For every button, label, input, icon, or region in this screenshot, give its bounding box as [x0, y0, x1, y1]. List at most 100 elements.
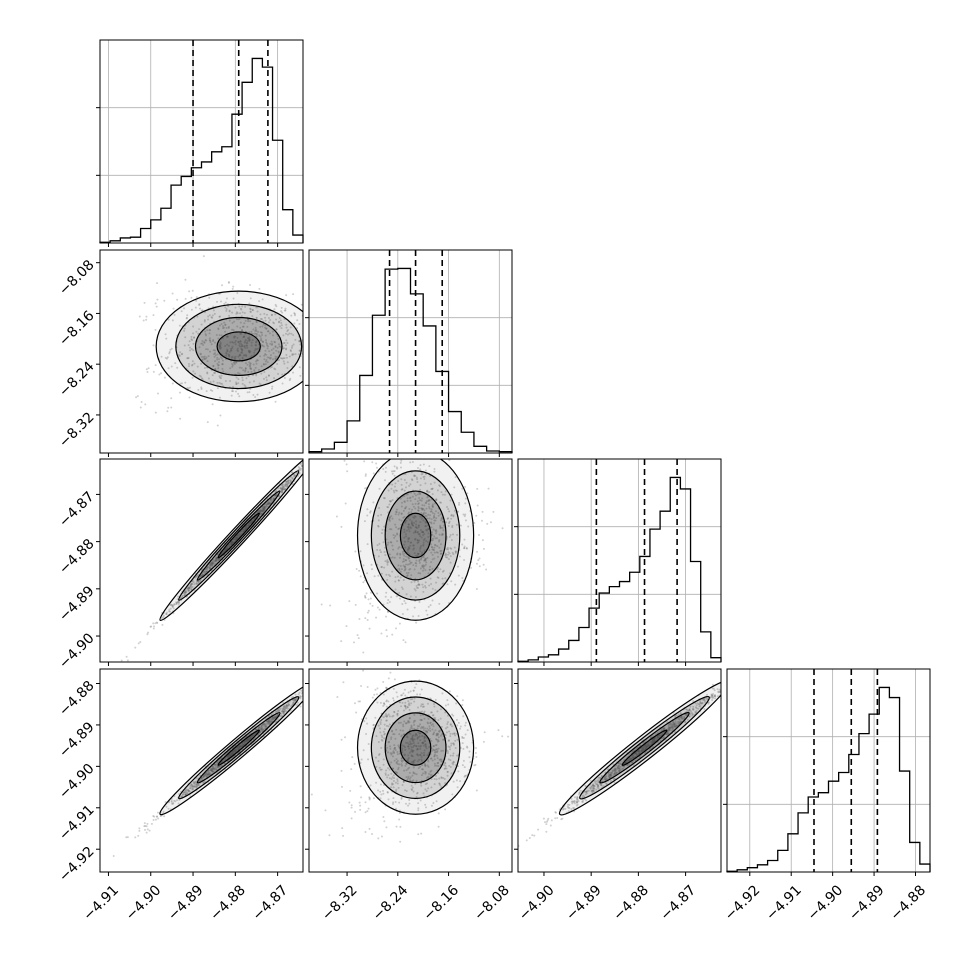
sample-point	[368, 797, 371, 800]
sample-point	[422, 741, 425, 744]
sample-point	[355, 711, 358, 714]
sample-point	[421, 530, 424, 533]
sample-point	[191, 363, 194, 366]
sample-point	[276, 363, 279, 366]
sample-point	[712, 696, 715, 699]
sample-point	[273, 494, 276, 497]
sample-point	[420, 782, 423, 785]
sample-point	[187, 363, 190, 366]
sample-point	[282, 710, 285, 713]
sample-point	[162, 810, 165, 813]
sample-point	[214, 360, 217, 363]
sample-point	[216, 387, 219, 390]
sample-point	[213, 763, 216, 766]
sample-point	[227, 545, 230, 548]
sample-point	[182, 793, 185, 796]
sample-point	[393, 710, 396, 713]
sample-point	[416, 539, 419, 542]
sample-point	[378, 506, 381, 509]
sample-point	[213, 353, 216, 356]
sample-point	[156, 811, 159, 814]
sample-point	[225, 335, 228, 338]
sample-point	[427, 787, 430, 790]
sample-point	[377, 519, 380, 522]
sample-point	[265, 353, 268, 356]
sample-point	[421, 531, 424, 534]
sample-point	[417, 507, 420, 510]
sample-point	[416, 466, 419, 469]
sample-point	[156, 282, 159, 285]
sample-point	[475, 789, 478, 792]
sample-point	[405, 529, 408, 532]
sample-point	[395, 771, 398, 774]
sample-point	[435, 744, 438, 747]
sample-point	[423, 751, 426, 754]
sample-point	[416, 748, 419, 751]
sample-point	[262, 505, 265, 508]
sample-point	[267, 503, 270, 506]
sample-point	[435, 733, 438, 736]
sample-point	[396, 779, 399, 782]
sample-point	[415, 584, 418, 587]
sample-point	[366, 508, 369, 511]
sample-point	[387, 700, 390, 703]
sample-point	[377, 555, 380, 558]
sample-point	[417, 833, 420, 836]
sample-point	[406, 497, 409, 500]
sample-point	[224, 301, 227, 304]
sample-point	[244, 340, 247, 343]
sample-point	[388, 715, 391, 718]
sample-point	[375, 616, 378, 619]
sample-point	[398, 763, 401, 766]
sample-point	[185, 316, 188, 319]
sample-point	[404, 602, 407, 605]
sample-point	[409, 732, 412, 735]
sample-point	[233, 749, 236, 752]
y-tick-label: −4.92	[56, 844, 98, 886]
sample-point	[159, 815, 162, 818]
sample-point	[446, 517, 449, 520]
sample-point	[435, 754, 438, 757]
sample-point	[244, 369, 247, 372]
sample-point	[267, 721, 270, 724]
sample-point	[152, 314, 155, 317]
sample-point	[668, 728, 671, 731]
sample-point	[253, 371, 256, 374]
sample-point	[188, 340, 191, 343]
sample-point	[425, 776, 428, 779]
sample-point	[431, 487, 434, 490]
sample-point	[424, 581, 427, 584]
sample-point	[185, 587, 188, 590]
sample-point	[412, 760, 415, 763]
sample-point	[374, 716, 377, 719]
sample-point	[376, 544, 379, 547]
sample-point	[383, 723, 386, 726]
sample-point	[379, 549, 382, 552]
sample-point	[291, 477, 294, 480]
sample-point	[405, 481, 408, 484]
sample-point	[420, 727, 423, 730]
sample-point	[357, 700, 360, 703]
sample-point	[263, 509, 266, 512]
scatter-panel-1-0	[99, 249, 304, 454]
sample-point	[661, 727, 664, 730]
sample-point	[449, 723, 452, 726]
sample-point	[401, 747, 404, 750]
sample-point	[195, 296, 198, 299]
sample-point	[359, 808, 362, 811]
x-tick-label: −4.88	[887, 882, 929, 924]
panel-background	[309, 459, 512, 662]
sample-point	[369, 784, 372, 787]
sample-point	[633, 756, 636, 759]
sample-point	[646, 746, 649, 749]
sample-point	[259, 726, 262, 729]
sample-point	[255, 344, 258, 347]
sample-point	[408, 530, 411, 533]
sample-point	[248, 351, 251, 354]
sample-point	[273, 715, 276, 718]
sample-point	[244, 370, 247, 373]
sample-point	[256, 511, 259, 514]
sample-point	[386, 543, 389, 546]
sample-point	[411, 495, 414, 498]
sample-point	[187, 589, 190, 592]
